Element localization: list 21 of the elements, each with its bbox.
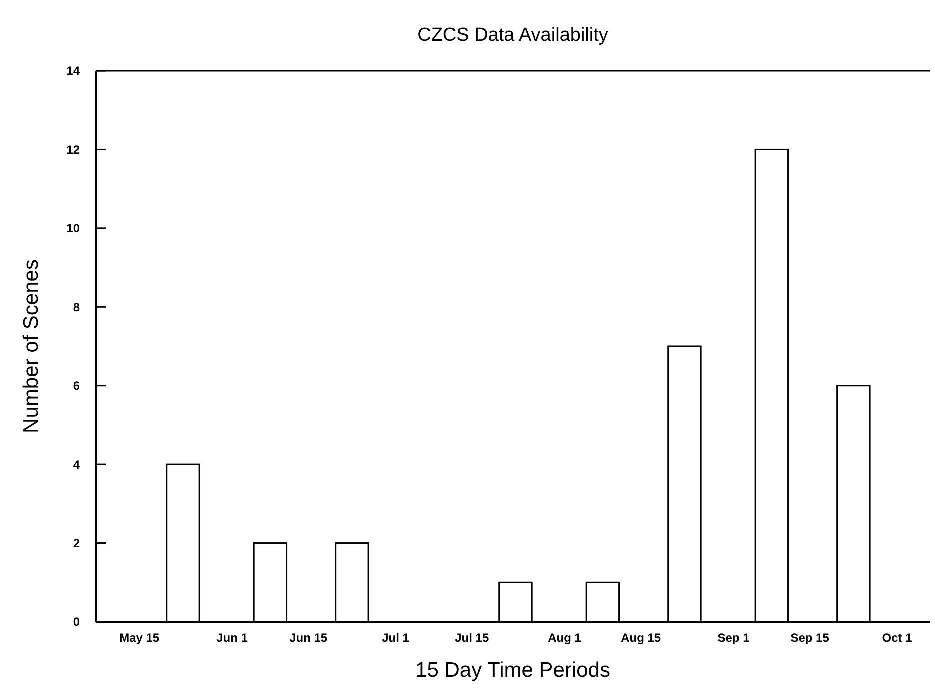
y-tick-label: 6	[73, 379, 80, 394]
y-axis-title: Number of Scenes	[20, 260, 43, 434]
x-tick-label: Sep 1	[718, 631, 750, 645]
x-tick-label: Jun 15	[290, 631, 328, 645]
y-tick-label: 2	[73, 536, 80, 550]
x-tick-label: Sep 15	[790, 631, 830, 645]
y-tick-label: 8	[73, 300, 80, 314]
x-tick-label: May 15	[120, 631, 160, 645]
x-tick-label: Aug 15	[621, 631, 662, 645]
y-tick-label: 4	[73, 458, 80, 472]
x-tick-label: Jul 15	[455, 631, 490, 645]
y-tick-label: 12	[66, 142, 80, 157]
x-tick-label: Aug 1	[548, 631, 582, 645]
chart-title: CZCS Data Availability	[418, 25, 609, 46]
y-tick-label: 14	[66, 64, 80, 78]
x-tick-label: Jun 1	[216, 631, 248, 645]
x-axis-title: 15 Day Time Periods	[416, 659, 610, 682]
y-tick-label: 0	[73, 615, 80, 630]
x-tick-label: Oct 1	[882, 631, 913, 645]
x-tick-label: Jul 1	[382, 631, 410, 645]
y-tick-label: 10	[66, 222, 80, 236]
